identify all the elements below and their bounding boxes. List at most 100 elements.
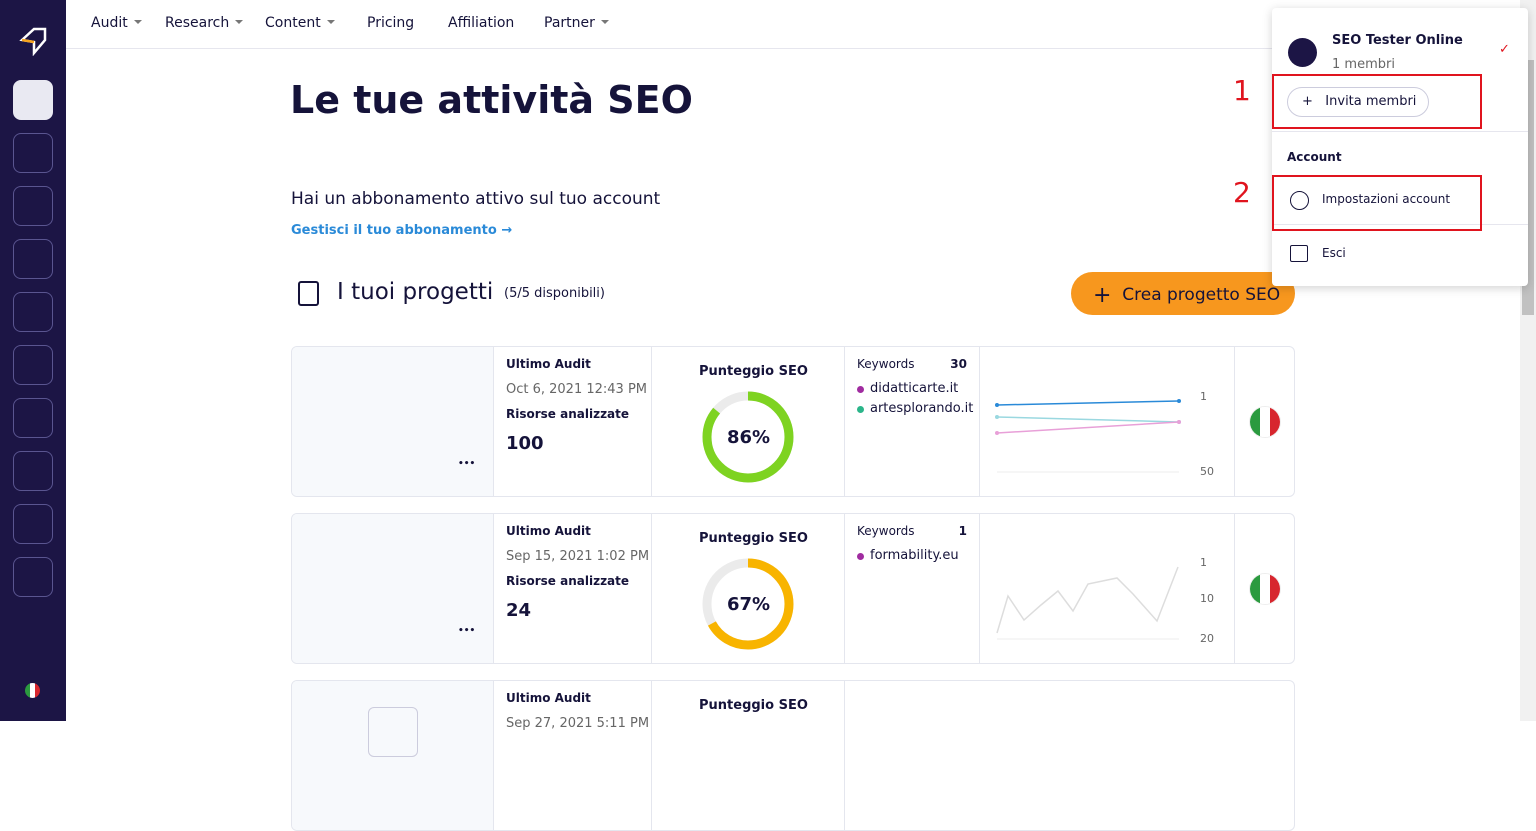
axis-tick-label: 50 (1200, 465, 1214, 478)
page-title: Le tue attività SEO (290, 78, 693, 122)
domain: formability.eu (870, 548, 959, 563)
subscription-link[interactable]: Gestisci il tuo abbonamento → (291, 223, 513, 238)
country-flag (1250, 407, 1280, 437)
project-thumb (292, 514, 493, 663)
trend-point (1177, 420, 1181, 424)
domain-dot (857, 406, 864, 413)
gauge-arc (702, 558, 794, 650)
keywords-column (844, 681, 1294, 830)
axis-tick-label: 10 (1200, 592, 1214, 605)
project-card[interactable]: Ultimo Audit Sep 27, 2021 5:11 PM Punteggi… (291, 680, 1295, 831)
project-thumb (292, 347, 493, 496)
trend-line (996, 566, 1179, 634)
more-menu[interactable]: ••• (458, 626, 476, 636)
nav-item[interactable]: Partner (544, 15, 609, 31)
nav-icon[interactable] (13, 398, 53, 438)
audit-label: Ultimo Audit (506, 357, 591, 371)
nav-icon[interactable] (13, 345, 53, 385)
settings-item[interactable]: Impostazioni account (1322, 192, 1451, 206)
keywords-column: Keywords 1 formability.eu (844, 514, 979, 663)
domain: artesplorando.it (870, 401, 974, 416)
audit-column: Ultimo Audit Sep 27, 2021 5:11 PM (493, 681, 651, 830)
trend-line (996, 421, 1180, 434)
score-label: Punteggio SEO (699, 698, 808, 713)
language-flag[interactable] (25, 683, 40, 698)
create-project-button[interactable]: + Crea progetto SEO (1071, 272, 1295, 315)
nav-icon[interactable] (13, 186, 53, 226)
logout-item[interactable]: Esci (1322, 246, 1346, 260)
trend-line (996, 416, 1180, 423)
country-flag (1250, 574, 1280, 604)
nav-icon[interactable] (13, 557, 53, 597)
score-gauge (702, 391, 794, 483)
check: ✓ (1499, 42, 1510, 57)
trend-column: 1 50 (979, 347, 1234, 496)
nav-item[interactable]: Affiliation (448, 15, 515, 31)
keywords-label: Keywords (857, 524, 915, 538)
divider (1272, 131, 1528, 132)
trend-column: 1 10 20 (979, 514, 1234, 663)
nav-icon[interactable] (13, 451, 53, 491)
score-column: Punteggio SEO 86% (651, 347, 844, 496)
logo (19, 27, 47, 56)
score-column: Punteggio SEO (651, 681, 844, 830)
button-text: Crea progetto SEO (1122, 285, 1281, 305)
trend-chart (996, 566, 1179, 640)
page: Audit Research Content Pricing Affiliati… (0, 0, 1536, 721)
score-value: 67% (726, 594, 771, 615)
audit-label: Ultimo Audit (506, 691, 591, 705)
score-value: 86% (726, 427, 771, 448)
invite-button[interactable]: + Invita membri (1287, 87, 1429, 117)
nav-icon[interactable] (13, 292, 53, 332)
keywords-count: 30 (950, 357, 967, 371)
trend-chart (995, 399, 1181, 473)
domain: didatticarte.it (870, 381, 959, 396)
project-card[interactable]: ••• Ultimo Audit Sep 15, 2021 1:02 PM Risor… (291, 513, 1295, 664)
nav-item[interactable]: Research (165, 15, 243, 31)
flag-column (1234, 514, 1294, 663)
trend-point (1177, 399, 1181, 403)
audit-column: Ultimo Audit Sep 15, 2021 1:02 PM Risorse … (493, 514, 651, 663)
flag-column (1234, 347, 1294, 496)
projects-title: I tuoi progetti (337, 279, 494, 305)
account-menu: SEO Tester Online 1 membri ✓ + Invita me… (1272, 8, 1528, 286)
nav-item[interactable]: Pricing (367, 15, 415, 31)
project-card[interactable]: ••• Ultimo Audit Oct 6, 2021 12:43 PM Risor… (291, 346, 1295, 497)
audit-column: Ultimo Audit Oct 6, 2021 12:43 PM Risorse … (493, 347, 651, 496)
highlight-box (1272, 175, 1482, 231)
keywords-label: Keywords (857, 357, 915, 371)
audit-date: Oct 6, 2021 12:43 PM (506, 382, 648, 397)
trend-point (995, 431, 999, 435)
score-column: Punteggio SEO 67% (651, 514, 844, 663)
more-menu[interactable]: ••• (458, 459, 476, 469)
axis-tick-label: 1 (1200, 556, 1207, 569)
nav-item[interactable]: Audit (91, 15, 142, 31)
axis-tick-label: 1 (1200, 390, 1207, 403)
projects-count: (5/5 disponibili) (504, 286, 605, 301)
trend-line (996, 400, 1180, 406)
divider (1272, 224, 1528, 225)
nav-item[interactable]: Content (265, 15, 335, 31)
resources-value: 24 (506, 600, 532, 621)
workspace-name: SEO Tester Online (1332, 33, 1463, 48)
nav-icon[interactable] (13, 239, 53, 279)
nav-icon[interactable] (13, 504, 53, 544)
audit-date: Sep 27, 2021 5:11 PM (506, 716, 650, 731)
user-icon (1290, 191, 1309, 210)
annotation: 2 (1233, 176, 1251, 209)
resources-label: Risorse analizzate (506, 574, 630, 588)
score-label: Punteggio SEO (699, 531, 808, 546)
trend-point (995, 415, 999, 419)
trend-point (995, 403, 999, 407)
domain-dot (857, 553, 864, 560)
score-label: Punteggio SEO (699, 364, 808, 379)
audit-label: Ultimo Audit (506, 524, 591, 538)
annotation: 1 (1233, 74, 1251, 107)
resources-value: 100 (506, 433, 544, 454)
logout-icon (1290, 245, 1308, 262)
keywords-column: Keywords 30 didatticarte.it artesplorando.i… (844, 347, 979, 496)
subscription-text: Hai un abbonamento attivo sul tuo accoun… (291, 189, 661, 209)
nav-icon[interactable] (13, 133, 53, 173)
link-text: Gestisci il tuo abbonamento (291, 223, 497, 238)
nav-dashboard[interactable] (13, 80, 53, 120)
